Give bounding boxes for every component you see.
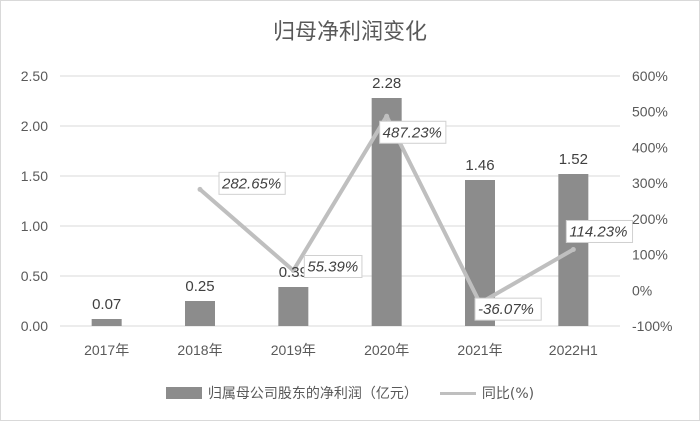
x-tick-label: 2018年	[177, 342, 222, 358]
legend-bar-swatch	[165, 387, 202, 399]
bar	[185, 301, 215, 326]
yoy-point	[290, 268, 296, 274]
y-right-tick-label: 200%	[632, 211, 668, 227]
yoy-label-box	[565, 219, 634, 243]
bar-value-label: 2.28	[372, 75, 401, 92]
yoy-value-label: 487.23%	[383, 124, 442, 141]
y-right-tick-label: 300%	[632, 175, 668, 191]
y-left-tick-label: 1.00	[21, 218, 48, 234]
yoy-point	[570, 246, 576, 252]
bar-value-label: 0.07	[92, 296, 121, 313]
y-left-tick-label: 2.50	[21, 68, 48, 84]
x-tick-label: 2019年	[271, 342, 316, 358]
yoy-point	[384, 113, 390, 119]
y-right-tick-label: 400%	[632, 139, 668, 155]
y-left-tick-label: 0.00	[21, 318, 48, 334]
yoy-value-label: 114.23%	[569, 223, 627, 240]
bar-value-label: 0.39	[279, 264, 308, 281]
yoy-label-box	[218, 171, 286, 195]
y-left-tick-label: 1.50	[21, 168, 48, 184]
bar	[91, 319, 122, 326]
legend-bar-label: 归属母公司股东的净利润（亿元）	[207, 386, 418, 402]
legend-line-swatch	[439, 391, 476, 395]
y-left-tick-label: 0.50	[21, 268, 48, 284]
legend-item-line: 同比(%)	[439, 383, 535, 403]
yoy-label-box	[303, 255, 363, 279]
x-tick-label: 2020年	[364, 342, 409, 358]
y-left-tick-label: 2.00	[21, 118, 48, 134]
yoy-value-label: -36.07%	[478, 301, 534, 318]
y-right-tick-label: 500%	[632, 104, 668, 120]
legend: 归属母公司股东的净利润（亿元） 同比(%)	[0, 383, 700, 403]
yoy-label-box	[379, 120, 447, 144]
x-tick-label: 2022H1	[549, 342, 598, 358]
bar-value-label: 1.52	[559, 151, 588, 168]
yoy-label-box	[474, 297, 542, 321]
legend-line-label: 同比(%)	[481, 386, 535, 402]
chart-title: 归母净利润变化	[272, 20, 427, 45]
yoy-point	[197, 186, 203, 192]
bar-value-label: 1.46	[465, 157, 494, 174]
legend-item-bar: 归属母公司股东的净利润（亿元）	[165, 383, 418, 403]
x-tick-label: 2017年	[84, 342, 129, 358]
y-right-tick-label: 600%	[632, 68, 668, 84]
y-right-tick-label: 100%	[632, 247, 668, 263]
yoy-value-label: 55.39%	[307, 259, 358, 276]
bar	[278, 287, 309, 326]
x-tick-label: 2021年	[457, 342, 502, 358]
y-right-tick-label: -100%	[632, 318, 672, 334]
y-right-tick-label: 0%	[632, 282, 652, 298]
bar-value-label: 0.25	[185, 278, 214, 295]
yoy-value-label: 282.65%	[221, 175, 281, 192]
